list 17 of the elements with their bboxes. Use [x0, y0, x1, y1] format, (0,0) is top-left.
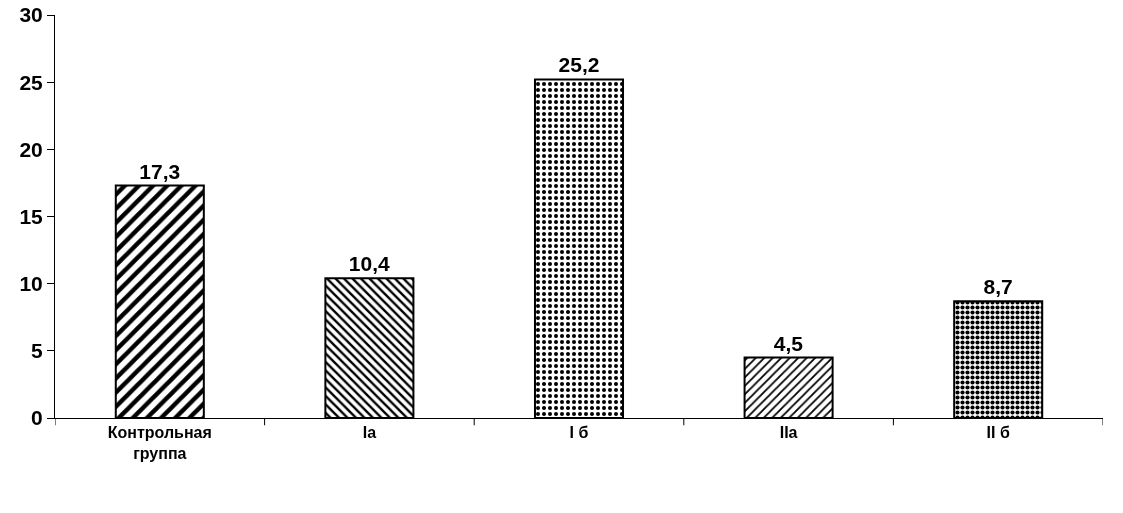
- y-tick-label: 5: [31, 339, 44, 363]
- y-tick-label: 25: [19, 70, 44, 94]
- y-tick-label: 10: [19, 272, 43, 296]
- x-tick-label: II б: [986, 424, 1010, 442]
- x-tick-label: I б: [569, 424, 589, 442]
- data-label: 25,2: [558, 53, 600, 77]
- x-tick-label: Контрольная группа: [107, 424, 212, 462]
- data-label: 17,3: [139, 159, 181, 183]
- data-label: 10,4: [348, 252, 390, 276]
- y-tick-label: 30: [19, 3, 43, 27]
- data-label: 4,5: [773, 331, 804, 355]
- x-tick-label: IIa: [779, 424, 798, 442]
- y-tick-label: 20: [19, 137, 43, 161]
- y-tick-label: 15: [19, 204, 44, 228]
- y-tick-label: 0: [31, 406, 43, 430]
- x-tick-label: Ia: [362, 424, 377, 442]
- data-label: 8,7: [983, 275, 1013, 299]
